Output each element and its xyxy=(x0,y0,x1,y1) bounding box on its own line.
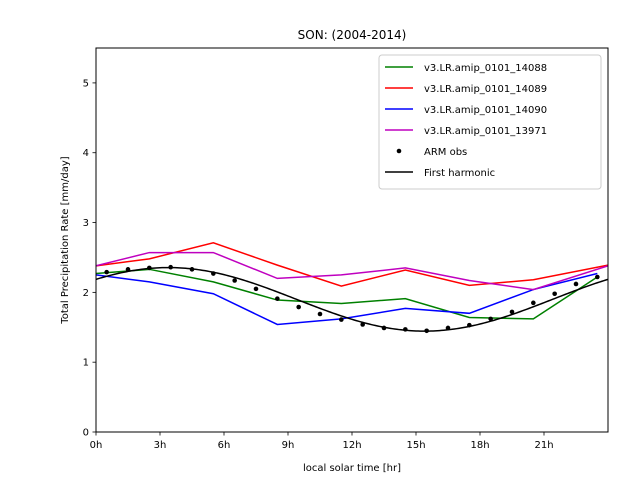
obs-point xyxy=(232,278,237,283)
x-tick-label: 9h xyxy=(282,440,295,451)
obs-point xyxy=(104,269,109,275)
series-line xyxy=(96,242,608,287)
y-tick-label: 4 xyxy=(83,148,89,159)
y-tick-label: 5 xyxy=(83,78,89,89)
x-tick-label: 6h xyxy=(218,440,231,451)
obs-point xyxy=(296,304,301,310)
chart-title: SON: (2004-2014) xyxy=(298,28,407,42)
legend-label: v3.LR.amip_0101_14090 xyxy=(424,105,547,116)
obs-point xyxy=(275,296,280,301)
x-tick-label: 15h xyxy=(406,440,425,451)
obs-point xyxy=(253,286,259,292)
legend-box xyxy=(378,54,602,190)
legend: v3.LR.amip_0101_14088 v3.LR.amip_0101_140… xyxy=(378,54,602,190)
y-tick-label: 1 xyxy=(83,358,89,369)
obs-point xyxy=(488,316,493,322)
x-tick-label: 21h xyxy=(534,440,553,451)
x-tick-label: 0h xyxy=(90,440,103,451)
y-tick-label: 3 xyxy=(83,218,89,229)
obs-point xyxy=(509,309,515,315)
legend-label: ARM obs xyxy=(424,147,467,158)
obs-point xyxy=(573,281,579,287)
x-tick-label: 18h xyxy=(470,440,489,451)
obs-point xyxy=(317,311,323,317)
y-tick-label: 0 xyxy=(83,428,89,439)
x-tick-label: 3h xyxy=(154,440,167,451)
y-tick-label: 2 xyxy=(83,288,89,299)
obs-point xyxy=(552,291,557,297)
y-axis: 0 1 2 3 4 5 xyxy=(83,78,96,439)
obs-point xyxy=(595,274,600,280)
series-line xyxy=(96,251,608,291)
legend-marker xyxy=(396,148,402,154)
x-tick-label: 12h xyxy=(342,440,361,451)
obs-point xyxy=(339,317,344,322)
first-harmonic-line xyxy=(96,266,608,332)
x-axis: 0h 3h 6h 9h 12h 15h 18h 21h xyxy=(90,432,554,451)
legend-label: v3.LR.amip_0101_14088 xyxy=(424,63,547,74)
series-line xyxy=(96,268,598,320)
legend-label: First harmonic xyxy=(424,168,495,179)
plot-area xyxy=(96,242,608,334)
y-axis-label: Total Precipitation Rate [mm/day] xyxy=(60,156,71,324)
legend-label: v3.LR.amip_0101_14089 xyxy=(424,84,547,95)
obs-point xyxy=(531,300,536,306)
x-axis-label: local solar time [hr] xyxy=(303,463,401,474)
legend-label: v3.LR.amip_0101_13971 xyxy=(424,126,547,137)
